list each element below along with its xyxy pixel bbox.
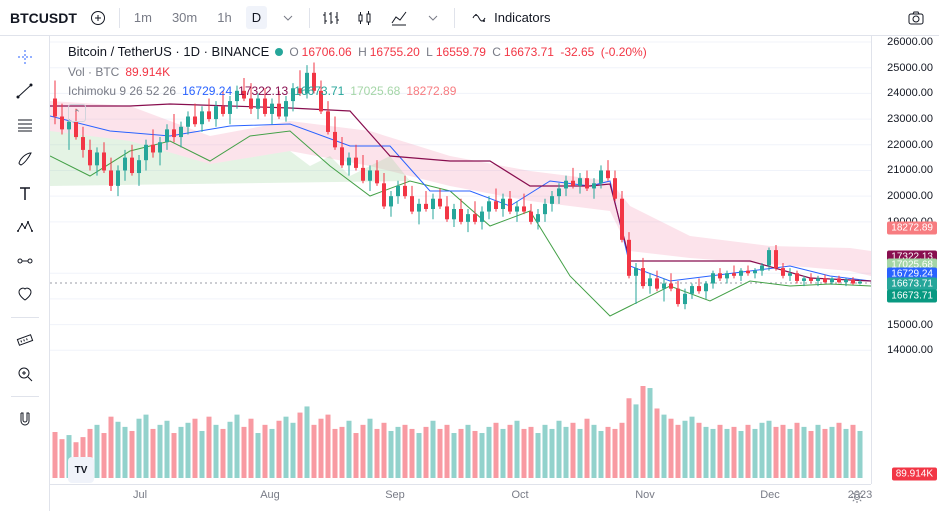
- chart-dropdown-icon[interactable]: [420, 5, 446, 31]
- volume-label: Vol · BTC: [68, 63, 119, 82]
- bar-type-icon[interactable]: [318, 5, 344, 31]
- ichimoku-v3: 16673.71: [294, 82, 344, 101]
- text-tool-icon[interactable]: [8, 178, 42, 208]
- chart-style-icon[interactable]: [386, 5, 412, 31]
- forecast-tool-icon[interactable]: [8, 246, 42, 276]
- fib-tool-icon[interactable]: [8, 110, 42, 140]
- favorite-tool-icon[interactable]: [8, 280, 42, 310]
- timeframe-1m[interactable]: 1m: [128, 6, 158, 29]
- pattern-tool-icon[interactable]: [8, 212, 42, 242]
- chart-legend: Bitcoin / TetherUS · 1D · BINANCE O16706…: [68, 42, 650, 122]
- divider: [11, 317, 39, 318]
- indicators-button[interactable]: Indicators: [463, 5, 558, 31]
- status-dot-icon: [275, 48, 283, 56]
- collapse-legend-icon[interactable]: ⌃: [68, 104, 86, 122]
- timeframe-1h[interactable]: 1h: [211, 6, 237, 29]
- ohlc-values: O16706.06 H16755.20 L16559.79 C16673.71 …: [289, 43, 649, 62]
- divider: [309, 8, 310, 28]
- snapshot-icon[interactable]: [903, 5, 929, 31]
- ichimoku-v2: 17322.13: [238, 82, 288, 101]
- drawing-toolbar: [0, 36, 50, 511]
- timeframe-30m[interactable]: 30m: [166, 6, 203, 29]
- ruler-tool-icon[interactable]: [8, 325, 42, 355]
- timeframe-d[interactable]: D: [246, 6, 267, 29]
- divider: [454, 8, 455, 28]
- price-axis[interactable]: 26000.0025000.0024000.0023000.0022000.00…: [871, 36, 939, 484]
- brush-tool-icon[interactable]: [8, 144, 42, 174]
- trendline-tool-icon[interactable]: [8, 76, 42, 106]
- divider: [11, 396, 39, 397]
- add-symbol-icon[interactable]: [85, 5, 111, 31]
- chart-title: Bitcoin / TetherUS · 1D · BINANCE: [68, 42, 269, 63]
- indicators-label: Indicators: [494, 10, 550, 25]
- ichimoku-v4: 17025.68: [350, 82, 400, 101]
- volume-value: 89.914K: [125, 63, 170, 82]
- timeframe-dropdown-icon[interactable]: [275, 5, 301, 31]
- divider: [119, 8, 120, 28]
- time-axis[interactable]: JulAugSepOctNovDec2023: [50, 484, 871, 511]
- candle-type-icon[interactable]: [352, 5, 378, 31]
- ichimoku-label: Ichimoku 9 26 52 26: [68, 82, 176, 101]
- top-toolbar: BTCUSDT 1m 30m 1h D Indicators: [0, 0, 939, 36]
- chart-area[interactable]: Bitcoin / TetherUS · 1D · BINANCE O16706…: [50, 36, 939, 511]
- ichimoku-v5: 18272.89: [406, 82, 456, 101]
- ichimoku-v1: 16729.24: [182, 82, 232, 101]
- main-area: Bitcoin / TetherUS · 1D · BINANCE O16706…: [0, 36, 939, 511]
- magnet-tool-icon[interactable]: [8, 404, 42, 434]
- symbol-name[interactable]: BTCUSDT: [10, 10, 77, 26]
- cursor-tool-icon[interactable]: [8, 42, 42, 72]
- tradingview-logo-icon: TV: [68, 457, 94, 483]
- zoom-tool-icon[interactable]: [8, 359, 42, 389]
- indicators-icon: [471, 9, 489, 27]
